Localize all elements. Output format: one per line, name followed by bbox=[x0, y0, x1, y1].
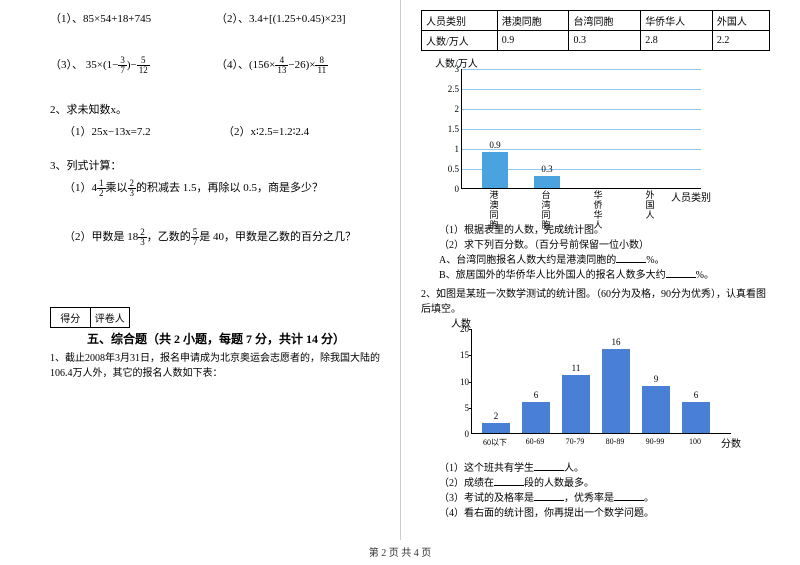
chart2-plot: 2 6 11 16 9 6 bbox=[471, 329, 731, 434]
page-footer: 第 2 页 共 4 页 bbox=[0, 540, 800, 559]
chart1-plot: 0.9 0.3 bbox=[461, 69, 701, 189]
chart1-ytick: 1.5 bbox=[447, 124, 459, 134]
chart2-bar-label: 2 bbox=[482, 411, 510, 421]
chart1-xcat: 外国人 bbox=[644, 191, 656, 221]
chart1-bar-label: 0.9 bbox=[482, 140, 508, 150]
chart2-ytick: 20 bbox=[457, 324, 469, 334]
q2-problems: （1）25x−13x=7.2 （2）x∶2.5=1.2∶2.4 bbox=[50, 123, 382, 139]
chart2-xcat: 70-79 bbox=[557, 437, 593, 446]
problem-3: （3）、 35×(1−37)−512 bbox=[50, 56, 216, 75]
problems-1-2: （1）、85×54+18+745 （2）、3.4+[(1.25+0.45)×23… bbox=[50, 10, 382, 26]
right-column: 人员类别 港澳同胞 台湾同胞 华侨华人 外国人 人数/万人 0.9 0.3 2.… bbox=[400, 0, 800, 540]
chart2-ytick: 15 bbox=[457, 350, 469, 360]
table-data-row: 人数/万人 0.9 0.3 2.8 2.2 bbox=[422, 31, 770, 51]
q1-sub2: （2）求下列百分数。（百分号前保留一位小数） bbox=[421, 238, 770, 253]
q3-2: （2）甲数是 1823，乙数的57是 40，甲数是乙数的百分之几？ bbox=[50, 228, 382, 247]
score-label: 得分 bbox=[51, 308, 91, 327]
q2-title-right: 2、如图是某班一次数学测试的统计图。（60分为及格，90分为优秀），认真看图后填… bbox=[421, 287, 770, 317]
volunteer-table: 人员类别 港澳同胞 台湾同胞 华侨华人 外国人 人数/万人 0.9 0.3 2.… bbox=[421, 10, 770, 51]
chart2-ytick: 10 bbox=[457, 377, 469, 387]
chart1-bar-label: 0.3 bbox=[534, 164, 560, 174]
chart2-xcat: 100 bbox=[677, 437, 713, 446]
q2-sub3: （3）考试的及格率是，优秀率是。 bbox=[421, 491, 770, 506]
chart2-bar bbox=[602, 349, 630, 433]
q2a: （1）25x−13x=7.2 bbox=[64, 123, 223, 139]
chart2-xcat: 60-69 bbox=[517, 437, 553, 446]
chart2-ytick: 0 bbox=[457, 429, 469, 439]
chart2-bar bbox=[522, 402, 550, 434]
chart1-ytick: 2 bbox=[447, 104, 459, 114]
q2-sub1: （1）这个班共有学生人。 bbox=[421, 461, 770, 476]
q2-sub4: （4）看右面的统计图，你再提出一个数学问题。 bbox=[421, 506, 770, 521]
chart2-xcat: 80-89 bbox=[597, 437, 633, 446]
q1-sub2a: A、台湾同胞报名人数大约是港澳同胞的%。 bbox=[421, 253, 770, 268]
chart2-bar-label: 11 bbox=[562, 363, 590, 373]
chart1-ytick: 1 bbox=[447, 144, 459, 154]
chart1-xcat: 台湾同胞 bbox=[540, 191, 552, 231]
chart1-ytick: 3 bbox=[447, 64, 459, 74]
q3-1: （1）412乘以23的积减去 1.5，再除以 0.5，商是多少？ bbox=[50, 179, 382, 198]
problem-2: （2）、3.4+[(1.25+0.45)×23] bbox=[216, 10, 382, 26]
table-header-row: 人员类别 港澳同胞 台湾同胞 华侨华人 外国人 bbox=[422, 11, 770, 31]
section-5-header: 得分 评卷人 五、综合题（共 2 小题，每题 7 分，共计 14 分） bbox=[50, 307, 382, 347]
chart1-xcat: 华侨华人 bbox=[592, 191, 604, 231]
chart2-bar-label: 16 bbox=[602, 337, 630, 347]
score-bar-chart: 人数 26111696 分数 0510152060以下60-6970-7980-… bbox=[451, 317, 751, 457]
sec5-q1: 1、截止2008年3月31日，报名申请成为北京奥运会志愿者的，除我国大陆的106… bbox=[50, 351, 382, 381]
chart1-ytick: 2.5 bbox=[447, 84, 459, 94]
q2b: （2）x∶2.5=1.2∶2.4 bbox=[223, 123, 382, 139]
chart2-bar bbox=[682, 402, 710, 434]
chart1-ytick: 0 bbox=[447, 184, 459, 194]
chart2-xcat: 60以下 bbox=[477, 437, 513, 448]
chart2-bar-label: 9 bbox=[642, 374, 670, 384]
chart2-xlabel: 分数 bbox=[721, 435, 741, 450]
problem-4: （4）、(156×413−26)×811 bbox=[216, 56, 382, 75]
chart2-bar bbox=[562, 375, 590, 433]
volunteer-bar-chart: 人数/万人 0.90.3 人员类别 00.511.522.53港澳同胞台湾同胞华… bbox=[441, 57, 741, 217]
q2-title: 2、求未知数x。 bbox=[50, 101, 382, 117]
q3-title: 3、列式计算： bbox=[50, 157, 382, 173]
chart2-bar-label: 6 bbox=[682, 390, 710, 400]
section-5-title: 五、综合题（共 2 小题，每题 7 分，共计 14 分） bbox=[50, 330, 382, 347]
score-box: 得分 评卷人 bbox=[50, 307, 130, 328]
chart1-bar bbox=[534, 176, 560, 188]
left-column: （1）、85×54+18+745 （2）、3.4+[(1.25+0.45)×23… bbox=[0, 0, 400, 540]
chart2-xcat: 90-99 bbox=[637, 437, 673, 446]
chart1-xcat: 港澳同胞 bbox=[488, 191, 500, 231]
grader-label: 评卷人 bbox=[91, 308, 130, 327]
q2-sub2: （2）成绩在段的人数最多。 bbox=[421, 476, 770, 491]
chart1-bar bbox=[482, 152, 508, 188]
q1-sub2b: B、旅居国外的华侨华人比外国人的报名人数多大约%。 bbox=[421, 268, 770, 283]
chart1-ytick: 0.5 bbox=[447, 164, 459, 174]
chart2-bar-label: 6 bbox=[522, 390, 550, 400]
chart2-bar bbox=[482, 423, 510, 434]
problems-3-4: （3）、 35×(1−37)−512 （4）、(156×413−26)×811 bbox=[50, 56, 382, 75]
chart1-xlabel: 人员类别 bbox=[671, 189, 711, 204]
problem-1: （1）、85×54+18+745 bbox=[50, 10, 216, 26]
chart2-bar bbox=[642, 386, 670, 433]
chart2-ytick: 5 bbox=[457, 403, 469, 413]
